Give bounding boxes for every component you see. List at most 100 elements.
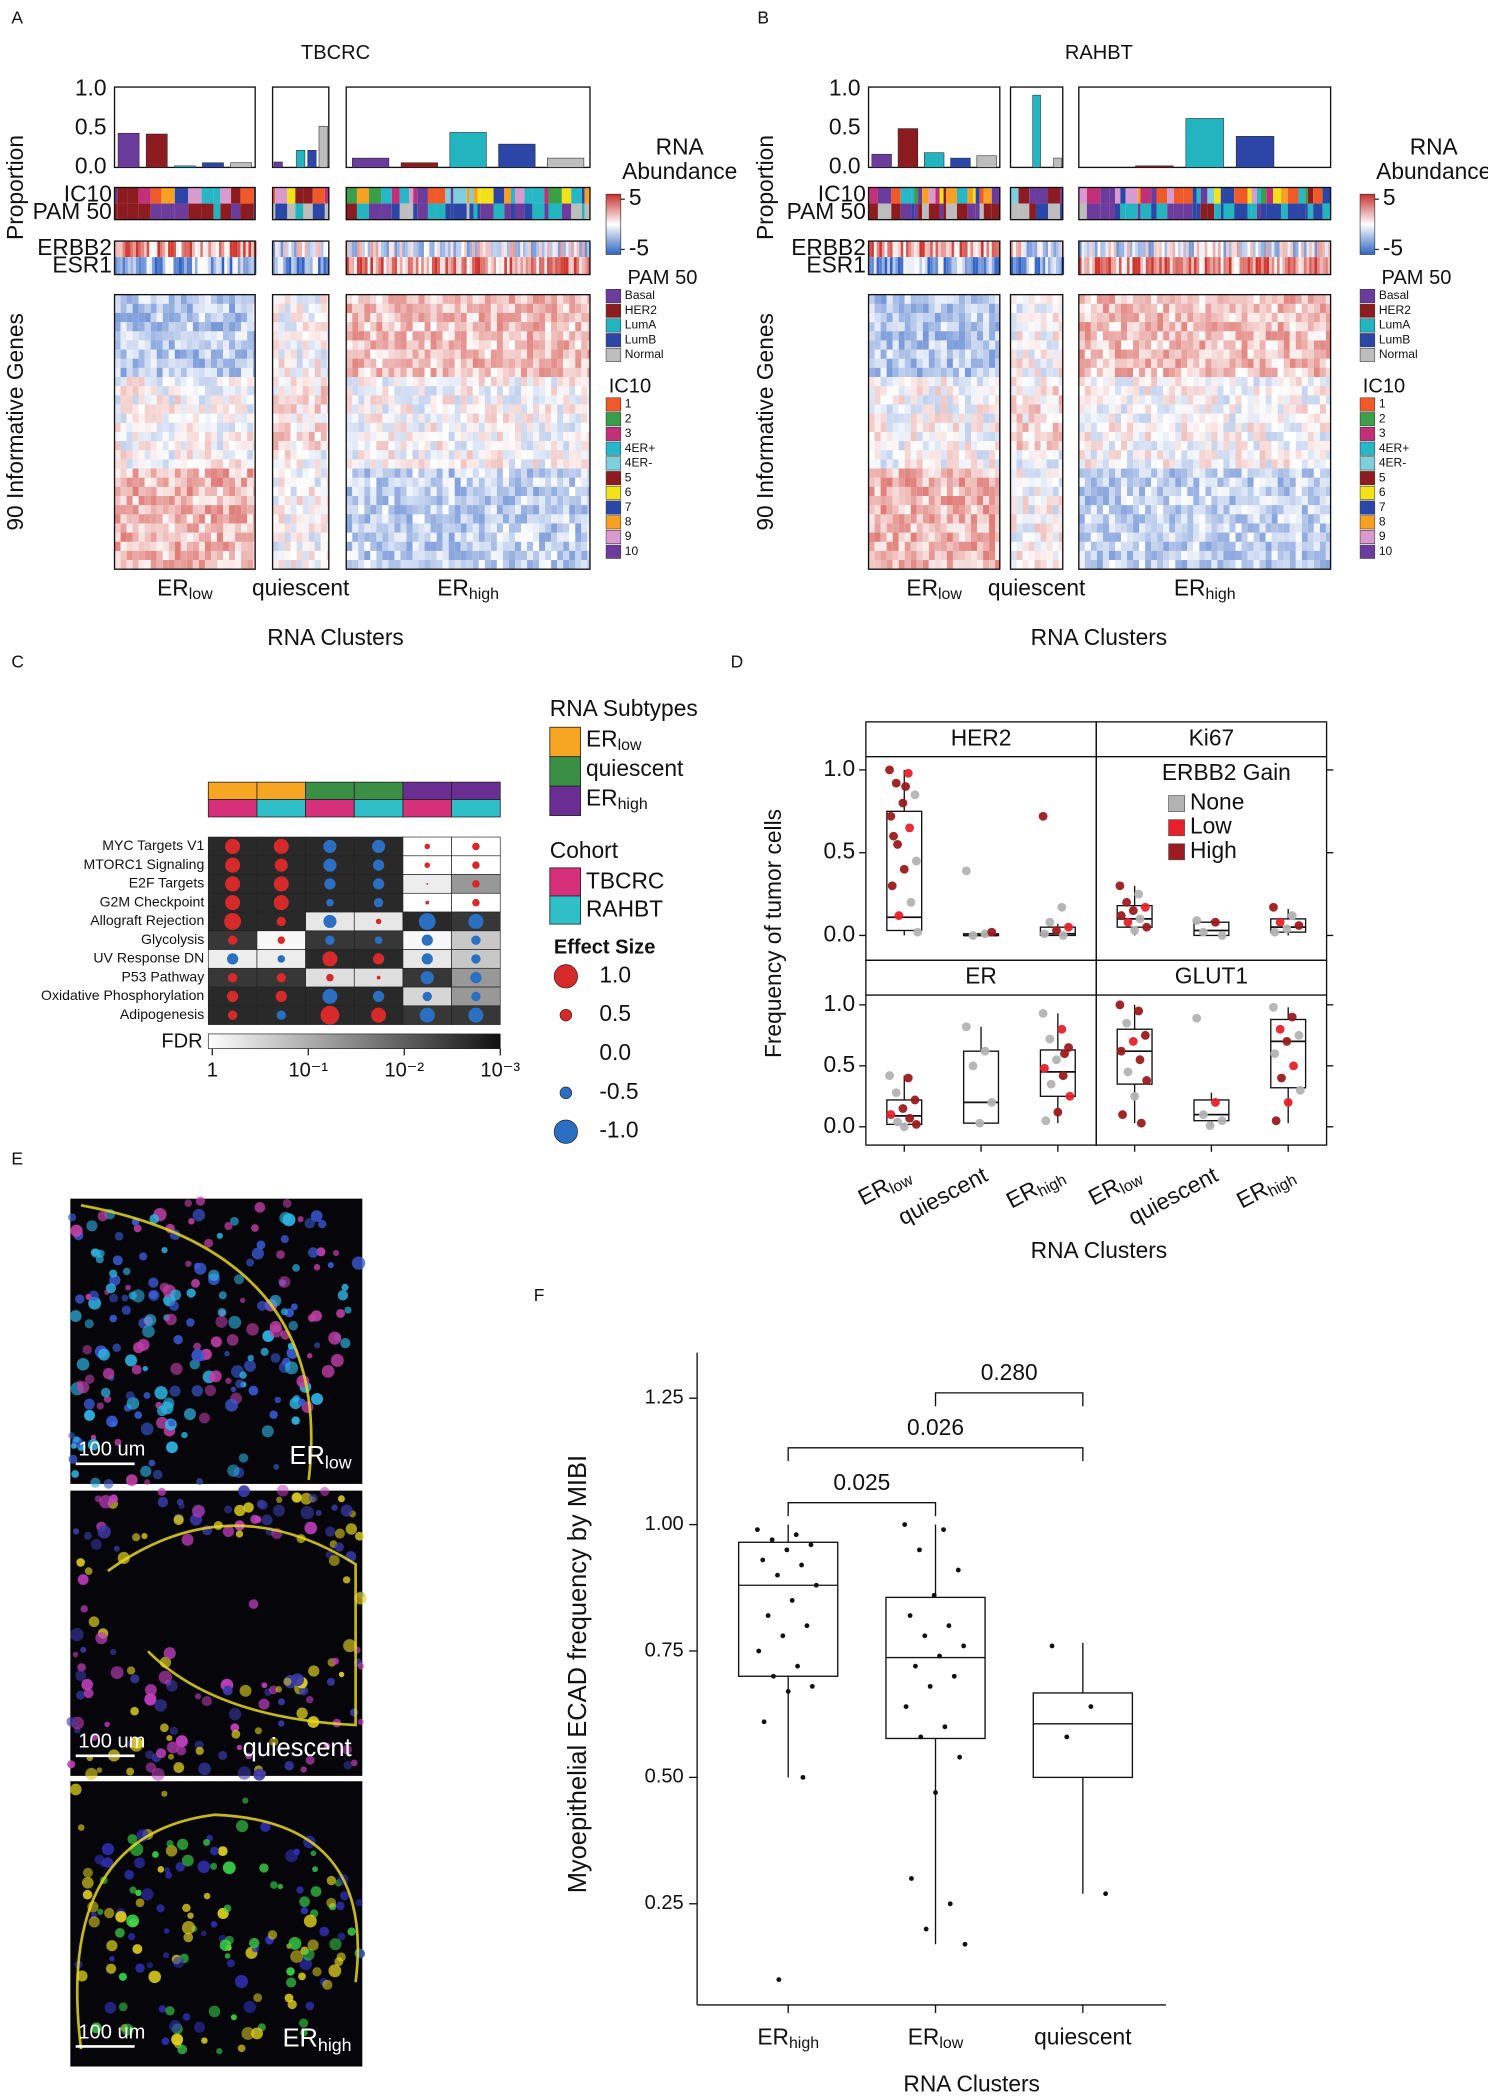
gene-cell (303, 395, 309, 404)
gene-cell (431, 295, 437, 304)
gene-cell (279, 359, 285, 368)
gene-cell (376, 487, 382, 496)
gene-cell (1284, 404, 1290, 413)
gene-cell (315, 340, 321, 349)
erbb2-track (408, 241, 411, 257)
pam50-track (878, 204, 891, 220)
gene-cell (1145, 459, 1151, 468)
gene-cell (121, 551, 127, 560)
gene-cell (995, 377, 1000, 386)
ic10-track (957, 188, 968, 204)
erbb2-track (925, 241, 928, 257)
ic10-track (275, 188, 287, 204)
gene-cell (965, 304, 971, 313)
gene-cell (1290, 350, 1296, 359)
gene-cell (443, 432, 449, 441)
gene-cell (157, 377, 163, 386)
gene-cell (563, 523, 569, 532)
gene-cell (1139, 386, 1145, 395)
gene-cell (527, 350, 533, 359)
gene-cell (1109, 368, 1115, 377)
esr1-track (981, 257, 984, 274)
gene-cell (133, 423, 139, 432)
gene-cell (1047, 551, 1053, 560)
gene-cell (1163, 322, 1169, 331)
gene-cell (1175, 423, 1181, 432)
gene-cell (1236, 414, 1242, 423)
proportion-bar (401, 163, 438, 168)
gene-cell (509, 368, 515, 377)
gene-cell (139, 322, 145, 331)
gene-cell (545, 469, 551, 478)
gene-cell (887, 542, 893, 551)
gene-cell (151, 551, 157, 560)
esr1-track (984, 257, 987, 274)
gene-cell (1308, 377, 1314, 386)
ic10-track (1281, 188, 1288, 204)
gene-cell (1157, 368, 1163, 377)
gene-cell (899, 459, 905, 468)
gene-cell (1229, 404, 1235, 413)
gene-cell (1187, 441, 1193, 450)
gene-cell (247, 441, 253, 450)
gene-cell (479, 368, 485, 377)
esr1-track (1242, 257, 1245, 274)
gene-cell (241, 542, 247, 551)
gene-cell (539, 560, 545, 569)
gene-cell (935, 432, 941, 441)
gene-cell (941, 377, 947, 386)
gene-cell (205, 533, 211, 542)
gene-cell (485, 331, 491, 340)
gene-cell (929, 295, 935, 304)
esr1-track (1114, 257, 1117, 274)
gene-cell (497, 295, 503, 304)
gene-cell (205, 368, 211, 377)
gene-cell (965, 478, 971, 487)
gene-cell (905, 331, 911, 340)
gene-cell (881, 533, 887, 542)
gene-cell (437, 322, 443, 331)
gene-cell (917, 359, 923, 368)
gene-cell (1079, 304, 1085, 313)
gene-cell (941, 469, 947, 478)
gene-cell (1151, 359, 1157, 368)
erbb2-track (368, 241, 371, 257)
esr1-track (1090, 257, 1093, 274)
gene-cell (1211, 432, 1217, 441)
gene-cell (181, 395, 187, 404)
erbb2-track (1138, 241, 1141, 257)
gene-cell (1163, 359, 1169, 368)
gene-cell (388, 350, 394, 359)
gene-cell (145, 414, 151, 423)
gene-cell (449, 478, 455, 487)
gene-cell (1296, 295, 1302, 304)
gene-cell (995, 350, 1000, 359)
esr1-track (1186, 257, 1189, 274)
gene-cell (1103, 441, 1109, 450)
gene-cell (1205, 322, 1211, 331)
gene-cell (229, 560, 235, 569)
esr1-track (1127, 257, 1130, 274)
gene-cell (467, 340, 473, 349)
gene-cell (193, 487, 199, 496)
gene-cell (211, 496, 217, 505)
esr1-track (1024, 257, 1027, 274)
gene-cell (1326, 423, 1331, 432)
erbb2-track (1282, 241, 1285, 257)
gene-cell (370, 478, 376, 487)
gene-cell (247, 478, 253, 487)
gene-cell (1217, 340, 1223, 349)
gene-cell (959, 359, 965, 368)
gene-cell (279, 340, 285, 349)
pam50-track (1288, 204, 1299, 220)
esr1-track (206, 257, 209, 274)
esr1-track (1256, 257, 1259, 274)
gene-cell (199, 450, 205, 459)
erbb2-track (1296, 241, 1299, 257)
gene-cell (953, 523, 959, 532)
gene-cell (139, 359, 145, 368)
gene-cell (497, 560, 503, 569)
gene-cell (911, 295, 917, 304)
gene-cell (575, 469, 581, 478)
gene-cell (1109, 295, 1115, 304)
